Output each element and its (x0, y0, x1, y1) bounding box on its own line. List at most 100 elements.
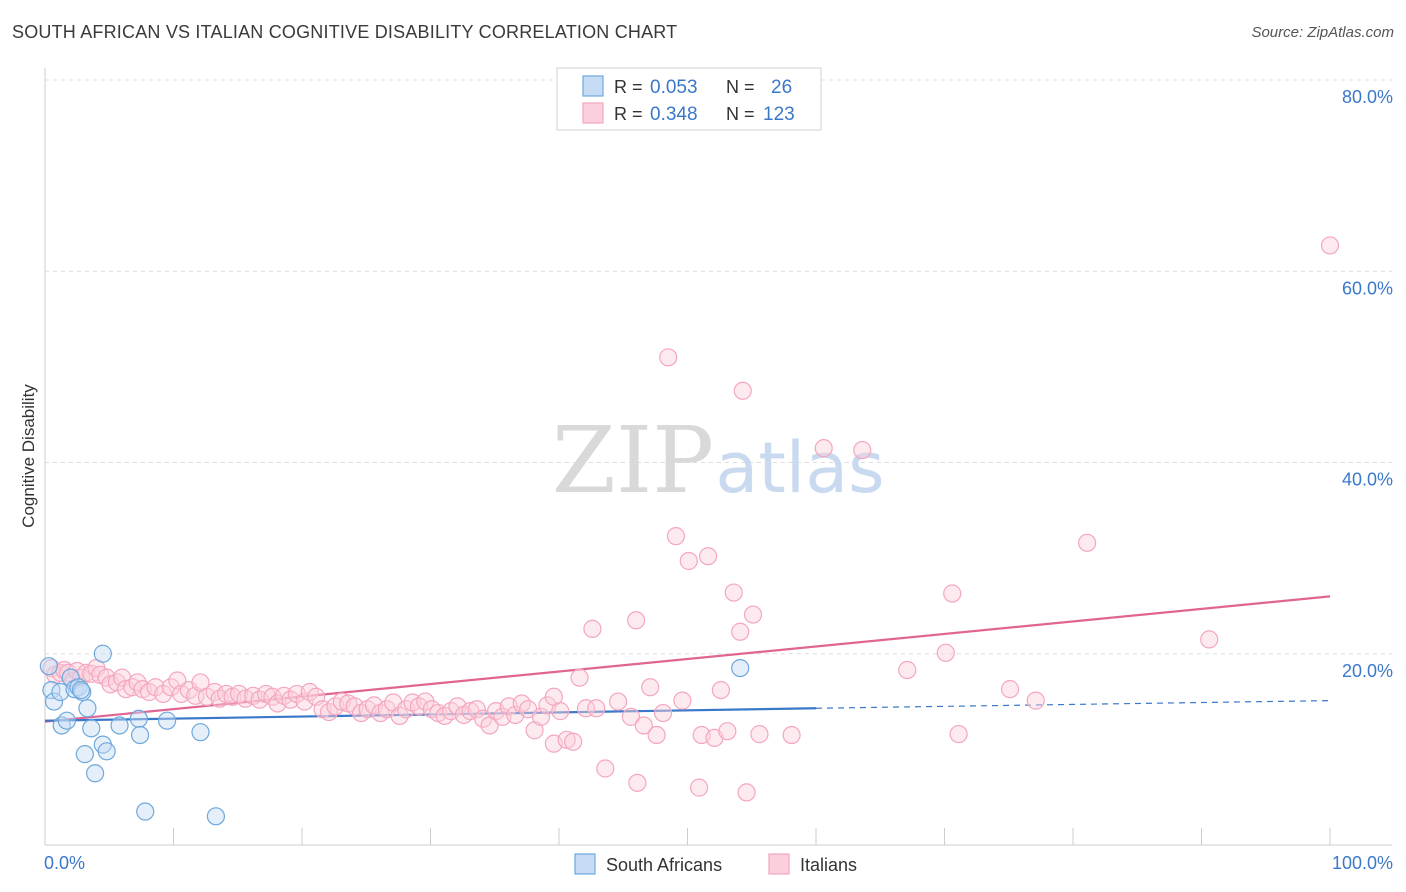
south-africans-point (44, 692, 64, 711)
legend-r-label: R = (614, 77, 643, 97)
italians-point (731, 622, 750, 641)
italians-point (641, 678, 660, 697)
south-africans-point (136, 802, 155, 821)
italians-point (570, 668, 589, 687)
italians-point (853, 440, 872, 460)
south-africans-point (206, 807, 226, 826)
y-tick-label: 60.0% (1342, 278, 1393, 298)
italians-point (1200, 630, 1219, 649)
italians-point (936, 643, 955, 662)
italians-point (673, 691, 692, 710)
south-africans-point (57, 711, 76, 730)
tick-labels: 20.0% 40.0% 60.0% 80.0% 0.0% 100.0% (44, 87, 1393, 873)
legend-n-value: 26 (771, 77, 792, 98)
italians-point (564, 732, 583, 751)
italians-point (949, 724, 968, 744)
italians-point (718, 722, 737, 741)
italians-point (659, 348, 678, 367)
bottom-legend-swatch-south-africans (574, 853, 596, 875)
italians-point (609, 692, 628, 711)
south-africans-point (78, 699, 97, 718)
south-africans-point (51, 682, 70, 702)
bottom-legend-south-africans: South Africans (606, 855, 722, 875)
italians-point (576, 699, 596, 718)
south-africans-point (191, 723, 210, 742)
south-africans-point (731, 658, 750, 678)
watermark-atlas: atlas (715, 427, 884, 509)
italians-point (1000, 680, 1020, 699)
gridlines (45, 79, 1392, 655)
italians-point (689, 778, 709, 797)
italians-point (737, 783, 756, 802)
italians-point (666, 527, 686, 546)
italians-points (42, 236, 1340, 802)
italians-point (743, 605, 763, 624)
italians-point (679, 551, 698, 571)
legend-n-label: N = (726, 77, 755, 97)
x-tick-label: 0.0% (44, 853, 85, 873)
italians-point (698, 547, 718, 566)
south-africans-point (61, 668, 80, 687)
legend-swatch-italians (582, 102, 604, 124)
italians-point (647, 725, 666, 745)
south-africans-point (130, 725, 150, 745)
legend-r-label: R = (614, 104, 643, 124)
italians-point (295, 692, 314, 711)
italians-point (1078, 533, 1097, 552)
italians-point (583, 619, 602, 638)
italians-point (782, 725, 801, 745)
italians-point (596, 759, 615, 778)
legend-r-value: 0.348 (650, 104, 698, 125)
south-africans-point (75, 745, 94, 764)
south-africans-point (39, 657, 58, 676)
south-africans-points (39, 644, 750, 826)
italians-trend-line (44, 595, 1331, 723)
italians-point (587, 699, 606, 718)
italians-point (634, 716, 653, 735)
south-africans-point (97, 742, 116, 761)
italians-point (733, 381, 752, 400)
y-tick-label: 40.0% (1342, 470, 1393, 490)
italians-point (1026, 691, 1045, 710)
south-africans-trend-extension (815, 700, 1331, 709)
italians-point (531, 707, 551, 726)
italians-point (1320, 236, 1340, 255)
south-africans-point (71, 680, 91, 700)
chart-title: SOUTH AFRICAN VS ITALIAN COGNITIVE DISAB… (12, 22, 678, 42)
italians-point (653, 703, 673, 723)
legend: R = 0.053 N = 26 R = 0.348 N = 123 (556, 67, 822, 131)
italians-point (898, 660, 917, 680)
legend-swatch-south-africans (582, 75, 604, 97)
y-axis-label: Cognitive Disability (19, 384, 38, 528)
watermark: ZIP atlas (552, 407, 885, 514)
south-africans-point (86, 764, 105, 783)
source-label: Source: ZipAtlas.com (1251, 24, 1394, 41)
south-africans-point (129, 709, 148, 728)
italians-point (161, 678, 181, 697)
y-tick-label: 80.0% (1342, 87, 1393, 107)
bottom-legend: South Africans Italians (574, 853, 857, 875)
legend-r-value: 0.053 (650, 77, 698, 98)
italians-point (628, 773, 647, 792)
italians-point (390, 706, 409, 726)
x-tick-label: 100.0% (1332, 853, 1393, 873)
south-africans-point (42, 680, 61, 700)
italians-point (551, 702, 570, 721)
south-africans-point (157, 711, 177, 730)
italians-point (467, 700, 486, 719)
italians-point (814, 439, 833, 458)
bottom-legend-italians: Italians (800, 855, 857, 875)
italians-point (711, 680, 731, 700)
bottom-legend-swatch-italians (768, 853, 790, 875)
italians-point (621, 707, 641, 726)
axes (44, 68, 1392, 846)
italians-point (557, 730, 576, 749)
legend-n-value: 123 (763, 104, 795, 125)
legend-n-label: N = (726, 104, 755, 124)
south-africans-point (93, 644, 112, 663)
italians-point (626, 611, 646, 630)
watermark-zip: ZIP (552, 407, 714, 514)
italians-point (724, 583, 743, 602)
trend-lines (44, 595, 1331, 723)
